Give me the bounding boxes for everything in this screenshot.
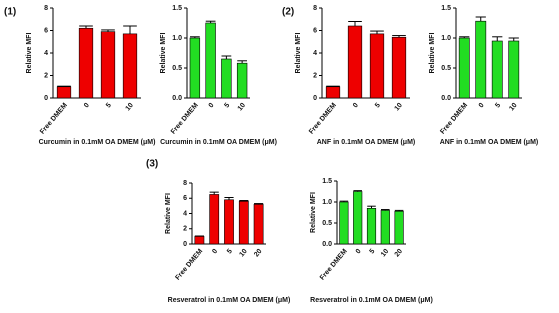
x-tick-label: Free DMEM [319,248,349,282]
x-tick-label: Free DMEM [308,102,338,136]
panel-label: (3) [146,159,158,170]
bar [238,201,249,245]
y-tick-label: 0.0 [441,95,451,102]
y-axis-label: Relative MFI [165,193,172,234]
x-tick-label: 0 [352,102,360,110]
y-tick-label: 1.0 [322,199,332,206]
bar [353,191,363,245]
y-tick-label: 1.5 [172,5,182,12]
x-axis-label: Curcumin in 0.1mM OA DMEM (μM) [160,139,277,146]
bar [189,37,201,99]
x-tick-label: 20 [394,248,404,259]
y-axis-label: Relative MFI [160,33,167,74]
y-axis-label: Relative MFI [429,33,436,74]
x-axis-label: ANF in 0.1mM OA DMEM (μM) [317,139,416,146]
x-tick-label: 5 [494,102,502,110]
x-tick-label: 20 [253,248,263,259]
y-tick-label: 6 [44,27,48,34]
y-tick-label: 0 [183,241,187,248]
bar [194,236,205,245]
y-tick-label: 6 [183,195,187,202]
bar [100,31,116,99]
x-tick-label: 0 [355,248,363,256]
y-tick-label: 8 [44,5,48,12]
y-tick-label: 0.0 [322,241,332,248]
panel-label: (2) [282,7,294,18]
x-tick-label: 0 [208,102,216,110]
bar [56,86,72,99]
x-axis-label: Curcumin in 0.1mM OA DMEM (μM) [39,139,156,146]
y-tick-label: 1.5 [322,178,332,185]
x-axis-label: Resveratrol in 0.1mM OA DMEM (μM) [310,297,433,304]
bar [369,33,385,99]
y-tick-label: 1.0 [441,35,451,42]
bar [253,204,264,245]
x-tick-label: 0 [211,248,219,256]
x-tick-label: Free DMEM [174,248,204,282]
bar [122,33,138,99]
bar [78,27,94,99]
bar [347,25,363,99]
bar [325,86,341,99]
bar [391,36,407,99]
bar [491,40,503,99]
y-axis-label: Relative MFI [310,192,317,233]
bar [236,62,248,99]
bar [205,22,216,99]
y-tick-label: 2 [44,72,48,79]
x-tick-label: 10 [125,102,135,113]
y-tick-label: 0 [313,95,317,102]
y-tick-label: 0.5 [172,65,182,72]
x-tick-label: 5 [223,102,231,110]
x-tick-label: 5 [226,248,234,256]
x-tick-label: 5 [105,102,113,110]
x-axis-label: ANF in 0.1mM OA DMEM (μM) [440,139,539,146]
y-axis-label: Relative MFI [295,33,302,74]
y-tick-label: 4 [44,50,48,57]
y-tick-label: 8 [313,5,317,12]
y-tick-label: 1.0 [172,35,182,42]
y-tick-label: 6 [313,27,317,34]
y-tick-label: 0 [44,95,48,102]
x-tick-label: 10 [380,248,390,259]
x-tick-label: 5 [374,102,382,110]
y-tick-label: 0.5 [441,65,451,72]
x-tick-label: 10 [238,248,248,259]
x-axis-label: Resveratrol in 0.1mM OA DMEM (μM) [168,297,291,304]
panel-label: (1) [4,7,16,18]
bar [221,58,232,99]
y-tick-label: 0.5 [322,220,332,227]
y-tick-label: 8 [183,180,187,187]
y-axis-label: Relative MFI [26,33,33,74]
bar [224,199,234,245]
y-tick-label: 1.5 [441,5,451,12]
x-tick-label: Free DMEM [39,102,69,136]
bar [380,210,390,245]
x-tick-label: 10 [394,102,404,113]
bar [394,210,404,245]
x-tick-label: Free DMEM [439,102,469,136]
y-tick-label: 4 [183,210,187,217]
y-tick-label: 2 [183,226,187,233]
y-tick-label: 0.0 [172,95,182,102]
y-tick-label: 2 [313,72,317,79]
x-tick-label: 0 [478,102,486,110]
x-tick-label: 10 [508,102,518,113]
bar [458,37,470,99]
bar [209,194,220,245]
bar [508,40,520,99]
x-tick-label: 10 [237,102,247,113]
x-tick-label: 0 [83,102,91,110]
bar [366,208,377,245]
bar [339,201,349,245]
x-tick-label: Free DMEM [170,102,200,136]
bar [475,20,487,99]
x-tick-label: 5 [369,248,377,256]
y-tick-label: 4 [313,50,317,57]
